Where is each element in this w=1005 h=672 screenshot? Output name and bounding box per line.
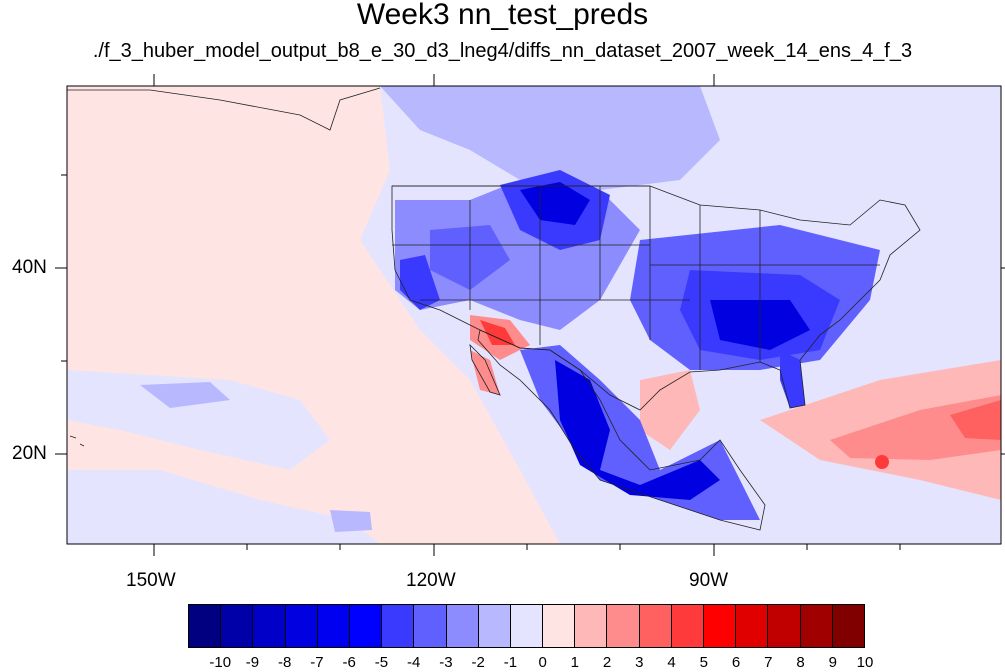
colorbar-label: -3 <box>439 654 453 671</box>
colorbar-label: 1 <box>570 654 580 671</box>
colorbar-swatch-8 <box>446 605 479 647</box>
pacific-negative-band <box>67 370 330 470</box>
colorbar-label: -7 <box>310 654 324 671</box>
colorbar <box>188 604 865 648</box>
mexico-outline <box>477 329 766 531</box>
colorbar-label: -9 <box>245 654 260 671</box>
colorbar-label: -6 <box>342 654 356 671</box>
baja-outline <box>469 343 501 396</box>
colorbar-swatch-16 <box>704 605 737 647</box>
colorbar-label: -8 <box>278 654 292 671</box>
colorbar-label: 6 <box>731 654 741 671</box>
colorbar-label: -2 <box>471 654 485 671</box>
lat-label-20n: 20N <box>12 443 47 464</box>
colorbar-swatch-3 <box>285 605 318 647</box>
lat-label-40n: 40N <box>12 257 47 278</box>
colorbar-label: 0 <box>538 654 547 671</box>
colorbar-swatch-14 <box>639 605 672 647</box>
mexico-strong <box>555 360 720 500</box>
colorbar-label: -1 <box>503 654 518 671</box>
lon-label-90w: 90W <box>689 570 729 591</box>
pacific-negative-band-2 <box>67 470 380 544</box>
colorbar-swatch-13 <box>607 605 640 647</box>
colorbar-swatch-0 <box>189 605 222 647</box>
caribbean-red-spot <box>875 455 889 469</box>
colorbar-label: -5 <box>374 654 389 671</box>
north-negative-region <box>380 86 720 190</box>
colorbar-swatch-17 <box>736 605 769 647</box>
colorbar-label: 4 <box>667 654 676 671</box>
colorbar-swatch-18 <box>768 605 801 647</box>
baja-positive <box>470 350 500 395</box>
hawaii-islands <box>69 435 85 447</box>
atlantic-positive-strong <box>950 400 1001 440</box>
plot-frame <box>66 85 1002 545</box>
colorbar-swatch-9 <box>478 605 511 647</box>
colorbar-label: 8 <box>796 654 805 671</box>
colorbar-label: 3 <box>635 654 644 671</box>
colorbar-swatch-19 <box>800 605 833 647</box>
map-title: Week3 nn_test_preds <box>356 0 649 31</box>
colorbar-label: 5 <box>699 654 708 671</box>
colorbar-swatch-2 <box>253 605 286 647</box>
colorbar-label: -4 <box>406 654 421 671</box>
gulf-positive-region <box>640 370 700 450</box>
alaska-coast <box>67 87 381 131</box>
colorbar-swatch-7 <box>414 605 447 647</box>
colorbar-swatch-10 <box>510 605 544 647</box>
colorbar-label: 9 <box>828 654 837 671</box>
north-plains-core <box>520 182 590 225</box>
lon-label-120w: 120W <box>406 570 456 591</box>
colorbar-swatch-15 <box>671 605 704 647</box>
california-strong <box>400 255 440 310</box>
map-subtitle: ./f_3_huber_model_output_b8_e_30_d3_lneg… <box>92 40 913 62</box>
colorbar-swatch-20 <box>832 605 864 647</box>
southwest-positive-core <box>480 320 515 345</box>
colorbar-swatch-6 <box>382 605 415 647</box>
colorbar-swatch-12 <box>575 605 608 647</box>
colorbar-label: 2 <box>602 654 612 671</box>
colorbar-swatch-11 <box>543 605 576 647</box>
colorbar-label: 10 <box>856 654 874 671</box>
lon-label-150w: 150W <box>126 570 176 591</box>
pacific-blue-patch-2 <box>330 510 372 532</box>
colorbar-label: -10 <box>209 654 232 671</box>
colorbar-swatch-4 <box>317 605 350 647</box>
colorbar-swatch-5 <box>349 605 383 647</box>
colorbar-label: 7 <box>764 654 773 671</box>
map-plot <box>55 74 1005 556</box>
colorbar-swatch-1 <box>221 605 254 647</box>
atlantic-positive-core <box>830 395 1001 460</box>
pacific-blue-patch <box>140 382 230 408</box>
